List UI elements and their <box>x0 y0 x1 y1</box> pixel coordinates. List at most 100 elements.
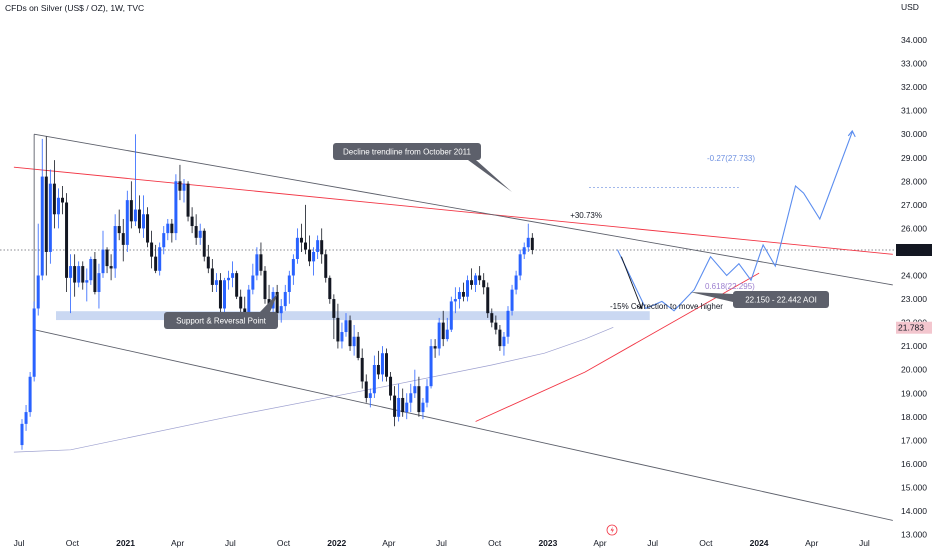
x-tick-label: Jul <box>225 538 236 548</box>
candle-body <box>275 291 279 314</box>
candle <box>89 256 93 285</box>
candle <box>526 223 530 252</box>
candle <box>194 214 198 245</box>
candle-body <box>36 275 40 309</box>
candle-body <box>202 230 206 257</box>
y-tick-label: 21.000 <box>901 341 927 351</box>
candle-body <box>77 266 81 283</box>
candle-body <box>498 329 502 347</box>
candle-body <box>376 364 380 375</box>
candle-body <box>28 376 32 413</box>
candle-body <box>348 320 352 347</box>
candle-body <box>530 237 534 250</box>
candle <box>125 190 129 252</box>
candle <box>142 195 145 238</box>
candle-body <box>239 296 243 309</box>
correction-arrowhead <box>636 302 644 310</box>
candle <box>235 270 239 300</box>
candle <box>206 244 210 274</box>
candle-body <box>518 254 522 276</box>
candle <box>304 204 307 255</box>
y-tick-label: 28.000 <box>901 176 927 186</box>
candle-body <box>137 209 141 229</box>
candle <box>81 261 85 290</box>
current-price-tag-label: 25.083 <box>898 245 924 255</box>
candle <box>409 383 413 413</box>
candle-body <box>526 237 530 248</box>
candle <box>227 270 231 290</box>
candle-body <box>69 266 73 278</box>
channel-lower-line <box>34 329 893 521</box>
candle-body <box>453 299 457 302</box>
candle <box>182 178 186 203</box>
candle-body <box>142 214 145 229</box>
candle <box>425 379 429 408</box>
candle-body <box>308 249 312 262</box>
candle-body <box>316 240 320 252</box>
candle-body <box>56 197 60 215</box>
fib-upper-label: -0.27(27.733) <box>707 154 755 163</box>
second-price-tag-label: 21.783 <box>898 323 924 333</box>
candle-body <box>401 397 405 413</box>
candle-body <box>154 256 158 271</box>
candle <box>490 308 494 328</box>
candle <box>275 284 279 318</box>
candle <box>429 339 433 389</box>
candle <box>117 209 121 241</box>
aoi-callout: 22.150 - 22.442 AOI <box>690 291 829 308</box>
candle-body <box>356 336 360 358</box>
candle <box>97 263 101 309</box>
candle <box>231 261 235 288</box>
aoi-callout-label: 22.150 - 22.442 AOI <box>745 296 817 305</box>
candle <box>295 228 299 264</box>
candle-body <box>109 266 113 269</box>
candle <box>324 249 328 283</box>
candle <box>385 348 388 382</box>
x-tick-label: Jul <box>14 538 25 548</box>
candle <box>421 397 425 420</box>
x-tick-label: Jul <box>859 538 870 548</box>
candle-body <box>206 256 210 269</box>
candle-body <box>393 395 397 417</box>
candle <box>502 332 506 356</box>
chart-title: CFDs on Silver (US$ / OZ), 1W, TVC <box>5 3 145 13</box>
candle <box>308 235 312 267</box>
candle-body <box>65 202 69 278</box>
candle-body <box>235 273 239 297</box>
correction-arrow <box>620 256 643 309</box>
candle <box>498 324 502 351</box>
candle <box>389 372 393 401</box>
candle-body <box>510 289 514 311</box>
candle-body <box>368 393 372 398</box>
candle <box>186 181 190 222</box>
candle <box>445 317 449 342</box>
candle-body <box>486 287 490 314</box>
candle-body <box>20 423 24 446</box>
candle-body <box>320 240 324 255</box>
candle-body <box>255 254 259 276</box>
candle <box>332 294 336 340</box>
candle-body <box>445 329 449 340</box>
lightning-icon[interactable] <box>606 524 618 536</box>
candle <box>417 376 421 417</box>
candle-body <box>482 280 486 288</box>
candle <box>299 223 303 252</box>
candle <box>344 313 348 337</box>
x-tick-label: Apr <box>171 538 184 548</box>
candle <box>113 214 117 278</box>
decline-trendline <box>34 133 893 286</box>
candle-body <box>522 247 526 255</box>
decline-callout-box <box>333 143 481 160</box>
y-tick-label: 26.000 <box>901 223 927 233</box>
second-price-tag: 21.783 <box>896 321 932 334</box>
x-tick-label: Apr <box>382 538 395 548</box>
candle-body <box>32 308 36 377</box>
candle-body <box>299 237 303 243</box>
decline-callout: Decline trendline from October 2011 <box>333 143 512 192</box>
candle-body <box>150 242 154 257</box>
candle-body <box>506 310 510 337</box>
x-tick-label: Oct <box>699 538 713 548</box>
candle <box>174 174 178 241</box>
candle-body <box>385 353 388 377</box>
candle <box>214 273 218 292</box>
